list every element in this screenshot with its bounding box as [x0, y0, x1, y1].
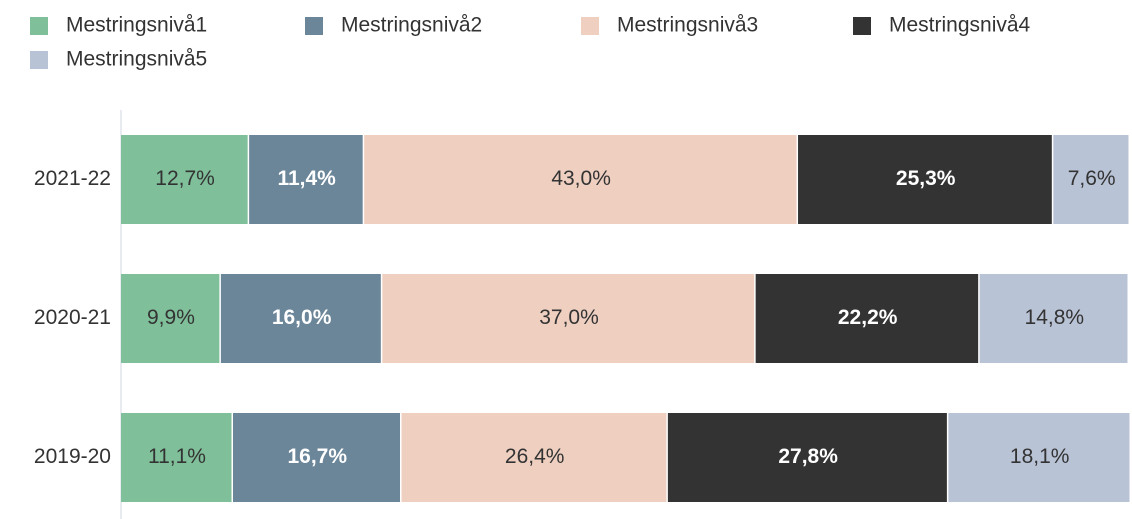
value-label: 16,7%	[287, 445, 347, 468]
bar-segment	[364, 135, 797, 224]
value-label: 43,0%	[551, 167, 611, 190]
bar-segment	[121, 135, 248, 224]
legend-swatch	[305, 17, 323, 35]
bar-segment	[382, 274, 755, 363]
bar-segment	[755, 274, 979, 363]
value-label: 22,2%	[838, 306, 898, 329]
value-label: 7,6%	[1068, 167, 1116, 190]
bar-segment	[121, 274, 220, 363]
value-label: 11,1%	[148, 445, 206, 468]
legend-label: Mestringsnivå4	[889, 14, 1031, 37]
value-label: 25,3%	[896, 167, 956, 190]
legend-label: Mestringsnivå3	[617, 14, 758, 37]
value-label: 37,0%	[539, 306, 599, 329]
bar-segment	[948, 413, 1130, 502]
y-tick-label: 2020-21	[34, 306, 111, 329]
value-label: 18,1%	[1010, 445, 1070, 468]
legend-swatch	[30, 17, 48, 35]
legend-swatch	[30, 51, 48, 69]
bar-segment	[121, 413, 232, 502]
bar-segment	[979, 274, 1128, 363]
value-label: 27,8%	[778, 445, 838, 468]
y-tick-label: 2021-22	[34, 167, 111, 190]
value-label: 16,0%	[272, 306, 332, 329]
bar-segment	[232, 413, 401, 502]
bar-segment	[667, 413, 947, 502]
value-label: 26,4%	[505, 445, 565, 468]
value-label: 14,8%	[1025, 306, 1085, 329]
legend-swatch	[581, 17, 599, 35]
legend-label: Mestringsnivå5	[66, 48, 207, 71]
legend-label: Mestringsnivå2	[341, 14, 482, 37]
legend-label: Mestringsnivå1	[66, 14, 207, 37]
legend-swatch	[853, 17, 871, 35]
bar-segment	[220, 274, 381, 363]
bar-segment	[798, 135, 1052, 224]
bar-segment	[401, 413, 667, 502]
bar-segment	[1053, 135, 1129, 224]
bar-segment	[249, 135, 363, 224]
value-label: 12,7%	[155, 167, 215, 190]
value-label: 11,4%	[277, 167, 336, 190]
value-label: 9,9%	[147, 306, 195, 329]
y-tick-label: 2019-20	[34, 445, 111, 468]
